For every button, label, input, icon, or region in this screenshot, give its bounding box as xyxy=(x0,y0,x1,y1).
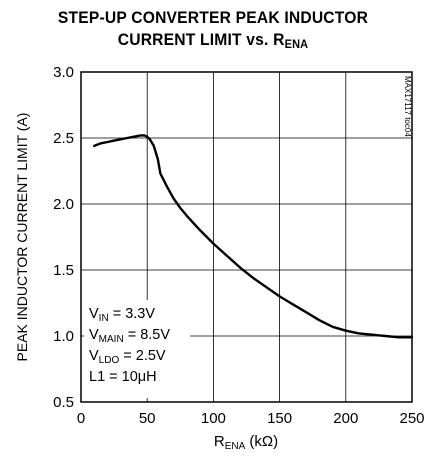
x-tick-label: 0 xyxy=(77,410,85,427)
x-tick-label: 50 xyxy=(139,410,156,427)
annotation-main: V xyxy=(89,306,99,322)
y-tick-label: 2.0 xyxy=(53,196,74,213)
y-tick-label: 3.0 xyxy=(53,64,74,81)
y-tick-label: 0.5 xyxy=(53,394,74,411)
data-series-line xyxy=(93,134,414,339)
x-tick-label: 150 xyxy=(267,410,292,427)
annotation-main: V xyxy=(89,348,99,364)
annotation-subscript: IN xyxy=(99,313,109,324)
x-tick-label: 200 xyxy=(333,410,358,427)
x-axis-label-sub: ENA xyxy=(225,441,246,452)
tick-labels: 0 50 100 150 200 250 0.5 1.0 1.5 2.0 2.5 3.0 xyxy=(53,64,424,427)
y-tick-label: 1.0 xyxy=(53,328,74,345)
y-tick-label: 1.5 xyxy=(53,262,74,279)
annotation-line: L1 = 10μH xyxy=(89,369,157,385)
x-tick-label: 100 xyxy=(201,410,226,427)
y-tick-label: 2.5 xyxy=(53,130,74,147)
annotation-subscript: MAIN xyxy=(99,334,124,345)
y-axis-label: PEAK INDUCTOR CURRENT LIMIT (A) xyxy=(14,113,30,362)
grid xyxy=(81,72,412,402)
x-tick-label: 250 xyxy=(399,410,424,427)
x-axis-label-main: R xyxy=(214,433,225,450)
annotation-value: = 8.5V xyxy=(124,327,171,343)
chart-title-line-1: STEP-UP CONVERTER PEAK INDUCTOR xyxy=(57,8,369,27)
annotation-line: VIN = 3.3V xyxy=(89,306,155,324)
annotation-subscript: LDO xyxy=(99,355,120,366)
figure-id: MAX17117 toc04 xyxy=(403,76,412,137)
plot-frame xyxy=(80,71,413,403)
annotation-line: VMAIN = 8.5V xyxy=(89,327,170,345)
annotation-line: VLDO = 2.5V xyxy=(89,348,166,366)
annotation-background xyxy=(84,300,190,398)
x-axis-label-unit: (kΩ) xyxy=(245,433,278,450)
annotation-main: L1 = 10μH xyxy=(89,369,157,385)
chart-title-prefix: CURRENT LIMIT vs. R xyxy=(117,30,285,49)
chart-title-line-2: CURRENT LIMIT vs. RENA xyxy=(17,30,409,51)
annotation-value: = 2.5V xyxy=(119,348,166,364)
chart-title-subscript: ENA xyxy=(284,37,309,51)
annotation-main: V xyxy=(89,327,99,343)
annotation-value: = 3.3V xyxy=(109,306,156,322)
x-axis-label: RENA (kΩ) xyxy=(214,433,278,452)
